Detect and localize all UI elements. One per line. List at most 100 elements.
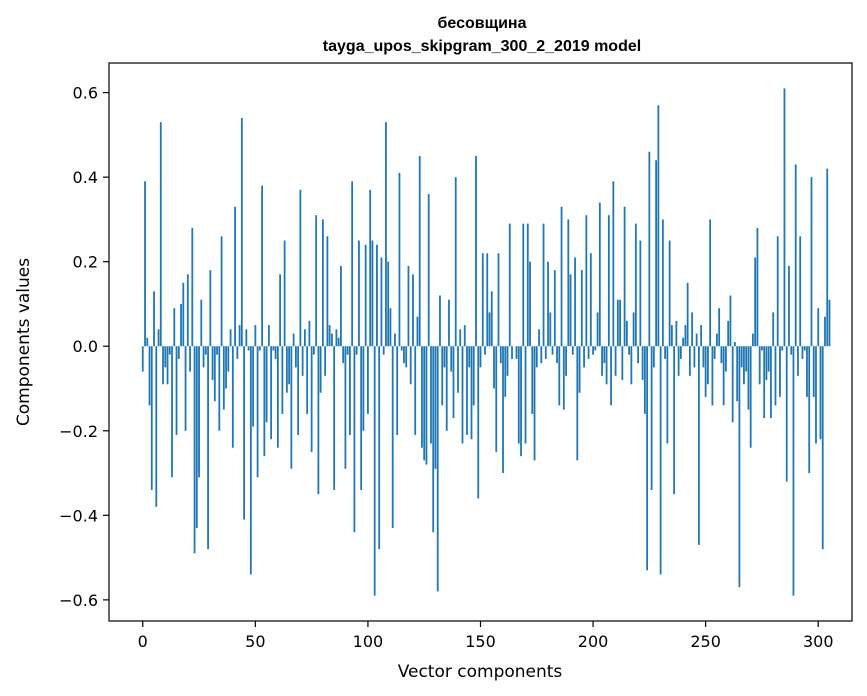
bar-component-151 [481, 253, 484, 347]
y-tick-label: 0.2 [73, 253, 98, 272]
bar-component-126 [425, 346, 428, 465]
bar-component-11 [166, 346, 169, 385]
bar-component-289 [792, 346, 795, 596]
bar-component-129 [432, 346, 435, 533]
bar-component-137 [450, 346, 453, 372]
bar-component-41 [234, 206, 236, 347]
bar-component-274 [758, 346, 761, 385]
bar-component-277 [765, 346, 768, 381]
bar-component-135 [445, 346, 448, 431]
bar-component-266 [740, 346, 743, 368]
bar-component-256 [718, 308, 721, 347]
bar-component-127 [427, 194, 430, 347]
bar-component-184 [556, 346, 558, 364]
bar-component-32 [213, 346, 216, 402]
bar-component-189 [567, 219, 570, 347]
bar-component-22 [191, 227, 194, 347]
bar-component-240 [682, 337, 685, 347]
bar-component-222 [641, 346, 644, 381]
bar-component-79 [319, 346, 322, 393]
bar-component-77 [315, 215, 318, 347]
bar-component-283 [779, 346, 781, 397]
bar-component-268 [745, 346, 748, 372]
bar-component-188 [565, 346, 567, 376]
bar-component-167 [517, 346, 520, 444]
bar-component-199 [589, 253, 592, 347]
y-tick-label: −0.4 [59, 506, 98, 525]
bar-component-287 [788, 265, 790, 347]
bar-component-179 [544, 346, 547, 359]
bar-component-13 [171, 346, 173, 478]
bar-component-168 [520, 346, 522, 457]
bar-component-27 [202, 346, 205, 368]
bar-component-218 [632, 312, 635, 347]
bar-component-150 [479, 346, 482, 368]
bar-component-297 [810, 177, 813, 347]
bar-component-198 [587, 346, 590, 359]
bar-component-202 [596, 312, 599, 347]
bar-component-62 [281, 346, 284, 414]
bar-component-89 [342, 346, 345, 364]
x-tick-label: 100 [353, 632, 384, 651]
bar-component-282 [776, 236, 779, 347]
y-tick-label: 0.0 [73, 337, 98, 356]
bar-component-51 [256, 346, 259, 478]
x-tick-label: 300 [803, 632, 834, 651]
bar-component-95 [355, 346, 358, 355]
bar-component-159 [499, 346, 502, 364]
bar-component-46 [245, 329, 248, 347]
bar-component-141 [459, 329, 462, 347]
bar-component-40 [231, 346, 234, 448]
bar-component-147 [472, 346, 475, 406]
bar-component-91 [346, 346, 349, 355]
bar-component-192 [574, 257, 576, 347]
bar-component-114 [398, 172, 401, 347]
bar-component-55 [265, 346, 268, 423]
bar-component-47 [247, 346, 250, 351]
bar-component-122 [416, 316, 419, 347]
bar-component-50 [254, 325, 257, 347]
bar-component-132 [439, 295, 441, 347]
bar-component-19 [184, 346, 187, 431]
bar-component-278 [767, 346, 770, 372]
bar-component-214 [623, 206, 626, 347]
bar-component-210 [614, 346, 617, 376]
bar-component-156 [493, 346, 495, 389]
bar-component-302 [821, 346, 824, 550]
bar-component-299 [815, 346, 817, 444]
bar-component-74 [308, 320, 311, 347]
bar-component-190 [569, 274, 572, 347]
x-tick-label: 250 [690, 632, 721, 651]
bar-component-237 [675, 320, 678, 347]
bar-component-269 [747, 346, 750, 410]
bar-component-92 [349, 346, 351, 435]
bar-component-61 [279, 274, 282, 347]
bar-component-169 [522, 223, 525, 347]
bar-component-8 [159, 122, 162, 347]
bar-component-298 [812, 346, 815, 397]
bar-component-117 [405, 346, 408, 368]
x-tick-label: 150 [465, 632, 496, 651]
bar-component-103 [373, 346, 376, 596]
bar-component-64 [285, 346, 288, 393]
bar-component-211 [616, 299, 619, 347]
bar-component-38 [227, 346, 230, 372]
bar-component-6 [155, 346, 158, 507]
bar-component-45 [243, 346, 245, 520]
bar-component-160 [502, 346, 504, 474]
bar-component-26 [200, 299, 203, 347]
bar-component-250 [704, 346, 707, 397]
bar-component-82 [326, 236, 329, 347]
plot-frame [108, 62, 853, 622]
bar-component-227 [652, 346, 655, 368]
bar-component-75 [310, 346, 313, 452]
bar-component-213 [621, 346, 624, 381]
bar-component-43 [238, 325, 241, 347]
bar-component-175 [535, 346, 538, 368]
x-tick-label: 200 [578, 632, 609, 651]
bar-component-72 [303, 329, 306, 347]
bar-component-3 [148, 346, 151, 406]
bar-component-254 [713, 346, 716, 359]
bar-component-295 [806, 346, 808, 397]
